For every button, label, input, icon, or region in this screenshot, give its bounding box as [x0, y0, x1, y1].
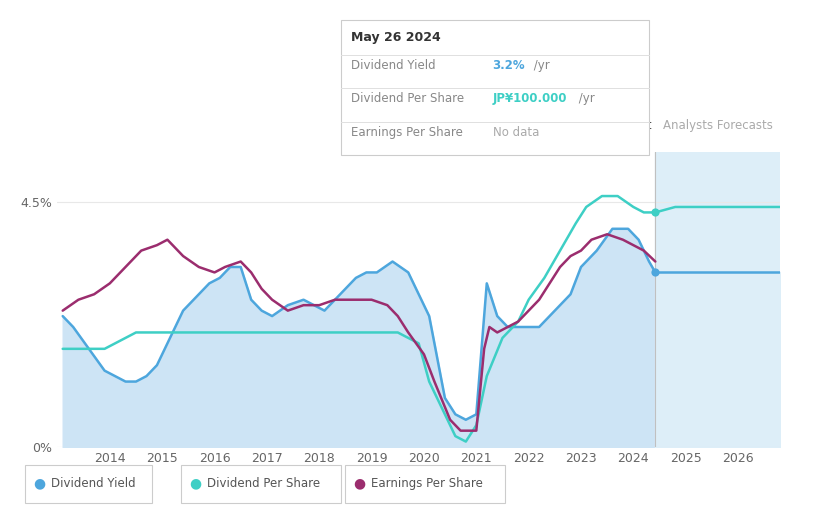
Text: ●: ●: [354, 476, 365, 490]
Text: /yr: /yr: [575, 92, 594, 106]
Text: Dividend Per Share: Dividend Per Share: [351, 92, 464, 106]
Text: No data: No data: [493, 126, 539, 139]
Text: Dividend Per Share: Dividend Per Share: [207, 478, 320, 490]
Text: /yr: /yr: [530, 59, 549, 72]
Text: ●: ●: [34, 476, 45, 490]
Bar: [655, 152, 780, 447]
Text: May 26 2024: May 26 2024: [351, 31, 440, 45]
Text: Earnings Per Share: Earnings Per Share: [371, 478, 483, 490]
Text: Dividend Yield: Dividend Yield: [51, 478, 135, 490]
Text: JP¥100.000: JP¥100.000: [493, 92, 567, 106]
Text: 3.2%: 3.2%: [493, 59, 525, 72]
Point: [649, 208, 662, 216]
Point: [649, 268, 662, 276]
Text: ●: ●: [190, 476, 201, 490]
Text: Dividend Yield: Dividend Yield: [351, 59, 435, 72]
Text: Analysts Forecasts: Analysts Forecasts: [663, 119, 773, 132]
Text: Earnings Per Share: Earnings Per Share: [351, 126, 462, 139]
Text: Past: Past: [628, 119, 653, 132]
